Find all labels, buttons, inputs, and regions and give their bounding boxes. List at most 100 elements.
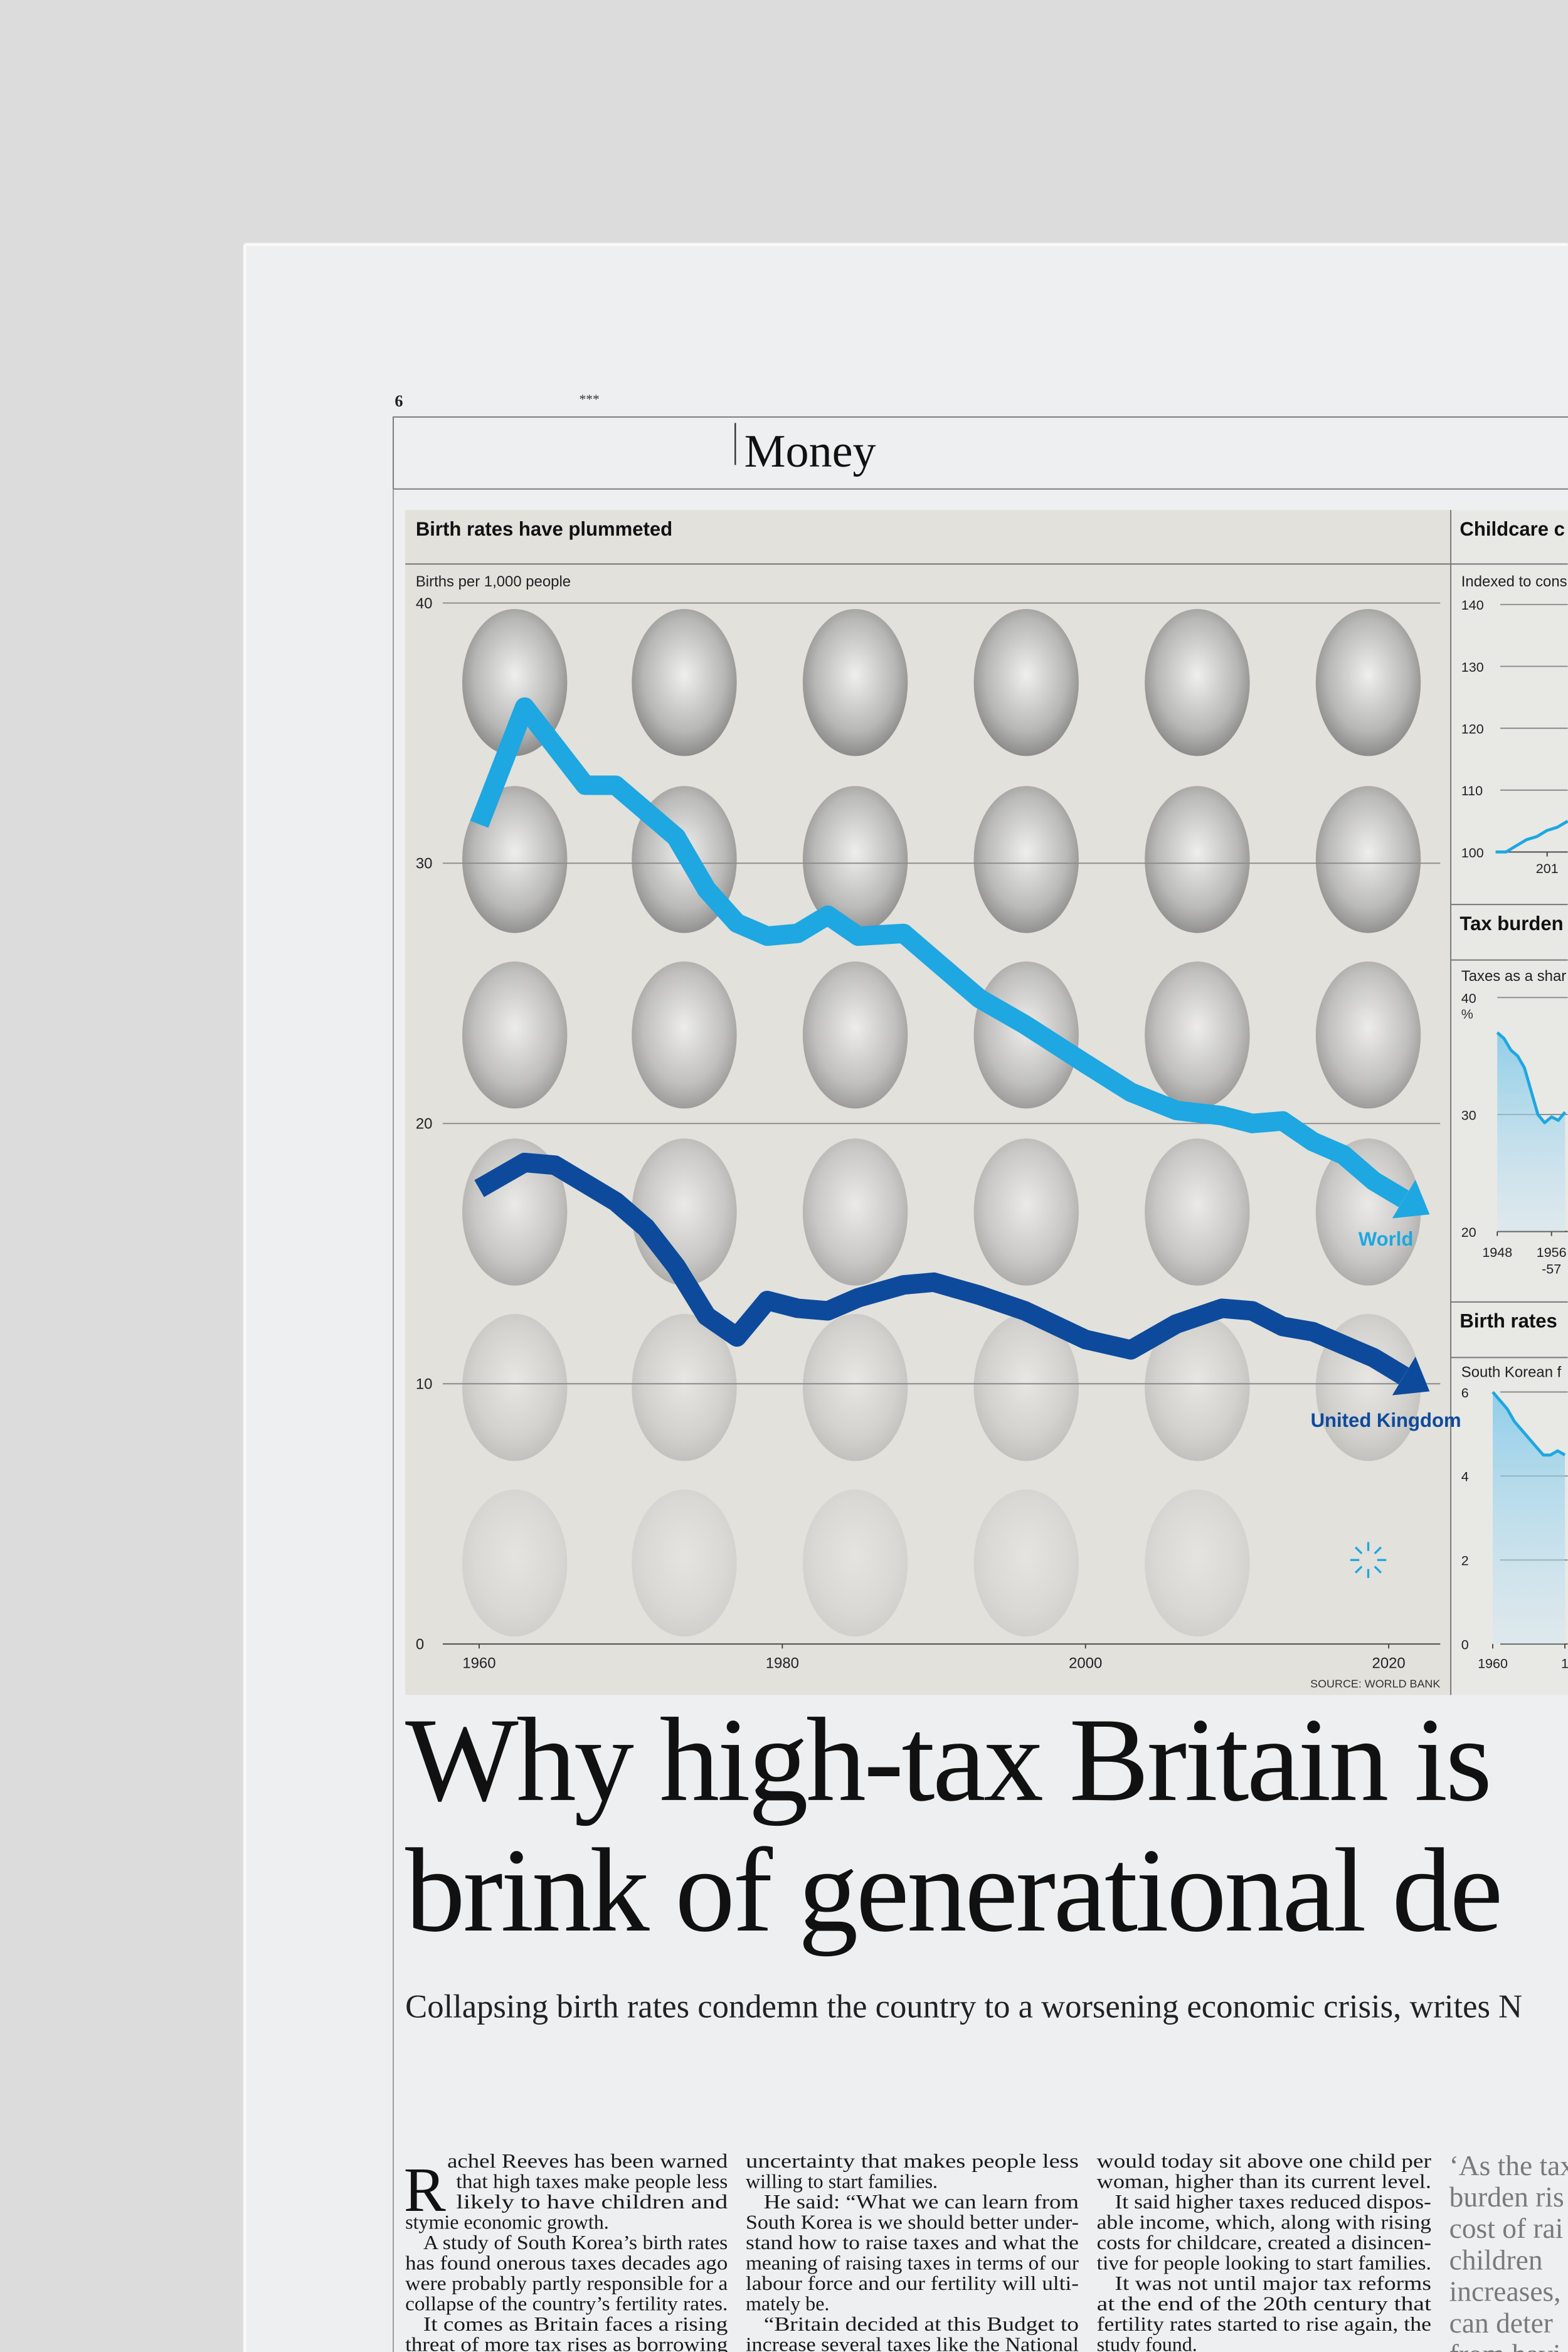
baby-face (1145, 1489, 1250, 1637)
x-tick-label: 1 (1561, 1656, 1568, 1671)
baby-face (462, 1314, 568, 1461)
baby-face (632, 1489, 737, 1637)
header-box (393, 416, 1568, 490)
y-tick-label: 2 (1461, 1554, 1469, 1569)
x-tick-label: 2000 (1069, 1655, 1102, 1671)
baby-face (802, 1489, 908, 1637)
y-tick-label: 120 (1461, 721, 1484, 736)
y-tick-label: 130 (1461, 660, 1484, 675)
x-tick-label: 1956 (1537, 1245, 1567, 1260)
chart-title: Birth rates have plummeted (416, 518, 672, 540)
y-tick-label: 30 (416, 856, 433, 872)
y-tick-label: 110 (1461, 783, 1483, 798)
section-title: Money (744, 426, 876, 477)
pull-quote-line: from havi (1449, 2339, 1561, 2352)
body-line: willing to start families. (746, 2169, 938, 2192)
y-tick-label: 6 (1461, 1385, 1469, 1401)
body-line: costs for childcare, created a disincen- (1097, 2231, 1431, 2254)
body-line: threat of more tax rises as borrowing (405, 2333, 728, 2352)
y-tick-label: 0 (416, 1636, 424, 1653)
baby-face (1315, 961, 1421, 1109)
body-line: tive for people looking to start familie… (1097, 2251, 1431, 2274)
body-line: were probably partly responsible for a (405, 2272, 728, 2294)
baby-face (632, 608, 737, 756)
baby-face (973, 786, 1079, 933)
baby-face (462, 1489, 568, 1637)
chart-title: Birth rates (1459, 1310, 1557, 1332)
body-line: would today sit above one child per (1097, 2149, 1432, 2172)
baby-face (632, 1314, 737, 1461)
baby-face (462, 961, 568, 1109)
body-line: It comes as Britain faces a rising (423, 2312, 728, 2335)
standfirst: Collapsing birth rates condemn the count… (405, 1989, 1522, 2025)
body-line: likely to have children and (456, 2190, 728, 2213)
body-line: stymie economic growth. (405, 2210, 609, 2233)
body-line: that high taxes make people less (456, 2169, 728, 2192)
baby-face (802, 786, 908, 933)
source: SOURCE: WORLD BANK (1310, 1678, 1440, 1690)
pull-quote-line: cost of rai (1449, 2213, 1564, 2244)
series-line (1495, 820, 1568, 854)
series-line (1496, 1031, 1567, 1125)
body-line: He said: “What we can learn from (764, 2190, 1079, 2213)
y-tick-label: 20 (416, 1116, 433, 1133)
arrow-head (1392, 1179, 1430, 1219)
body-line: stand how to raise taxes and what the (746, 2231, 1079, 2254)
page-number: 6 (395, 392, 403, 410)
baby-face (802, 961, 908, 1109)
baby-face (973, 1138, 1079, 1286)
baby-face (1145, 786, 1250, 933)
x-tick-label: 201 (1536, 861, 1559, 876)
series-label: World (1359, 1228, 1413, 1250)
pull-quote-line: can deter (1449, 2307, 1553, 2339)
y-tick-label: 0 (1461, 1638, 1469, 1653)
x-tick-label: 1960 (1478, 1656, 1508, 1671)
body-line: achel Reeves has been warned (447, 2149, 728, 2172)
y-tick-label: 140 (1461, 598, 1484, 613)
baby-face (973, 1489, 1079, 1637)
area (1497, 1032, 1565, 1232)
baby-face (802, 1138, 908, 1286)
body-line: able income, which, along with rising (1097, 2210, 1431, 2233)
baby-face (1315, 786, 1421, 933)
baby-face (1145, 961, 1250, 1109)
axis-label: South Korean f (1461, 1364, 1562, 1380)
pull-quote-line: burden ris (1449, 2181, 1564, 2213)
body-line: “Britain decided at this Budget to (764, 2312, 1079, 2335)
y-tick-label: 40 (1461, 991, 1476, 1006)
body-line: labour force and our fertility will ulti… (746, 2272, 1079, 2294)
body-line: meaning of raising taxes in terms of our (746, 2251, 1079, 2274)
spinner-icon (1350, 1542, 1387, 1578)
drop-cap: R (404, 2154, 446, 2225)
axis-label: Indexed to cons (1461, 573, 1567, 590)
pull-quote-line: increases, (1449, 2276, 1561, 2307)
x-tick-note: -57 (1542, 1261, 1561, 1276)
baby-face (1315, 1138, 1421, 1286)
body-line: has found onerous taxes decades ago (405, 2251, 728, 2274)
y-tick-label: 100 (1461, 845, 1484, 861)
chart-title: Tax burden (1459, 913, 1563, 935)
baby-face (802, 608, 908, 756)
x-tick-label: 1980 (766, 1655, 799, 1671)
baby-face (1315, 608, 1421, 756)
y-tick-label: 40 (416, 595, 433, 612)
series-line (474, 1152, 1409, 1385)
baby-face (802, 1314, 908, 1461)
body-line: woman, higher than its current level. (1097, 2169, 1431, 2192)
baby-face (1145, 1314, 1250, 1461)
baby-face (1145, 1138, 1250, 1286)
x-tick-label: 2020 (1372, 1655, 1406, 1671)
charts: Birth rates have plummeted Births per 1,0… (416, 518, 1568, 1690)
headline: brink of generational de (405, 1825, 1501, 1957)
body-line: mately be. (746, 2292, 829, 2315)
unit-label: % (1461, 1007, 1473, 1022)
baby-face (973, 608, 1079, 756)
body-line: study found. (1097, 2333, 1197, 2352)
pull-quote-line: children (1449, 2244, 1543, 2275)
arrow-head (1392, 1356, 1430, 1396)
headline: Why high-tax Britain is (405, 1694, 1490, 1826)
body-line: A study of South Korea’s birth rates (423, 2231, 728, 2254)
